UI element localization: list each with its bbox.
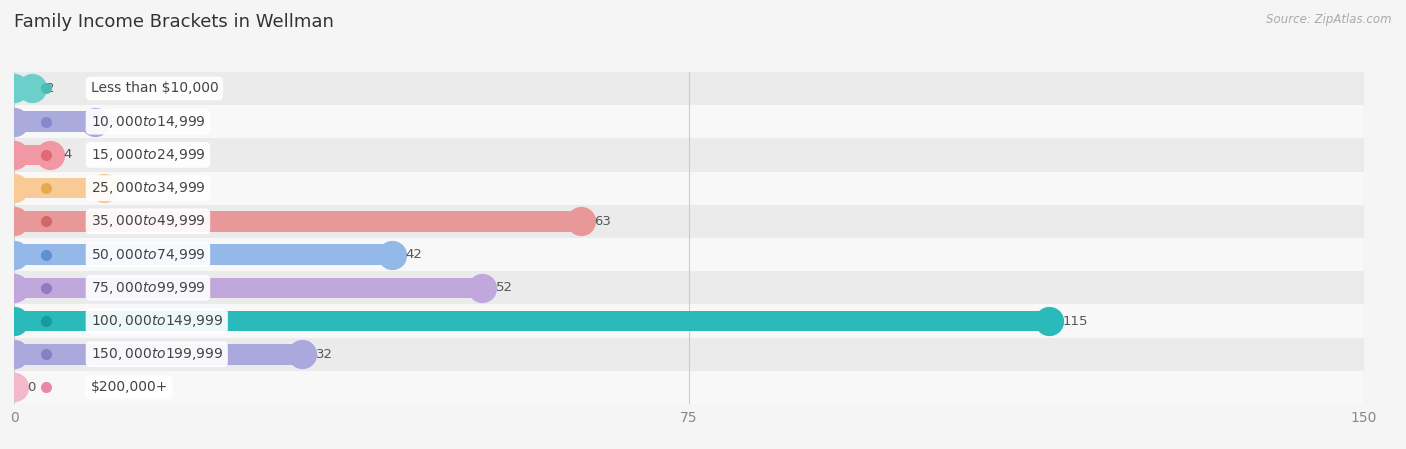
Text: 52: 52 [495, 282, 512, 294]
Bar [14, 105, 1364, 138]
Bar [14, 138, 1364, 172]
Text: $150,000 to $199,999: $150,000 to $199,999 [90, 346, 224, 362]
Text: 2: 2 [45, 82, 53, 95]
Text: 63: 63 [595, 215, 612, 228]
Bar [14, 178, 104, 198]
Text: Source: ZipAtlas.com: Source: ZipAtlas.com [1267, 13, 1392, 26]
Bar [14, 211, 581, 232]
Bar [14, 311, 1049, 331]
Text: 9: 9 [108, 115, 117, 128]
Text: $25,000 to $34,999: $25,000 to $34,999 [90, 180, 205, 196]
Bar [14, 145, 51, 165]
Text: Less than $10,000: Less than $10,000 [90, 81, 218, 96]
Text: $15,000 to $24,999: $15,000 to $24,999 [90, 147, 205, 163]
Bar [14, 277, 482, 298]
Text: 0: 0 [28, 381, 37, 394]
Bar [14, 344, 302, 365]
Text: $10,000 to $14,999: $10,000 to $14,999 [90, 114, 205, 130]
Text: $35,000 to $49,999: $35,000 to $49,999 [90, 213, 205, 229]
Bar [14, 338, 1364, 371]
Bar [14, 271, 1364, 304]
Text: 115: 115 [1063, 315, 1088, 327]
Bar [14, 111, 96, 132]
Text: $75,000 to $99,999: $75,000 to $99,999 [90, 280, 205, 296]
Bar [14, 238, 1364, 271]
Text: $100,000 to $149,999: $100,000 to $149,999 [90, 313, 224, 329]
Bar [14, 72, 1364, 105]
Text: $50,000 to $74,999: $50,000 to $74,999 [90, 247, 205, 263]
Text: 42: 42 [405, 248, 422, 261]
Bar [14, 78, 32, 99]
Bar [14, 371, 1364, 404]
Bar [14, 172, 1364, 205]
Text: 10: 10 [118, 182, 135, 194]
Text: $200,000+: $200,000+ [90, 380, 167, 395]
Text: Family Income Brackets in Wellman: Family Income Brackets in Wellman [14, 13, 335, 31]
Bar [14, 304, 1364, 338]
Text: 32: 32 [315, 348, 332, 361]
Bar [14, 244, 392, 265]
Text: 4: 4 [63, 149, 72, 161]
Bar [14, 205, 1364, 238]
